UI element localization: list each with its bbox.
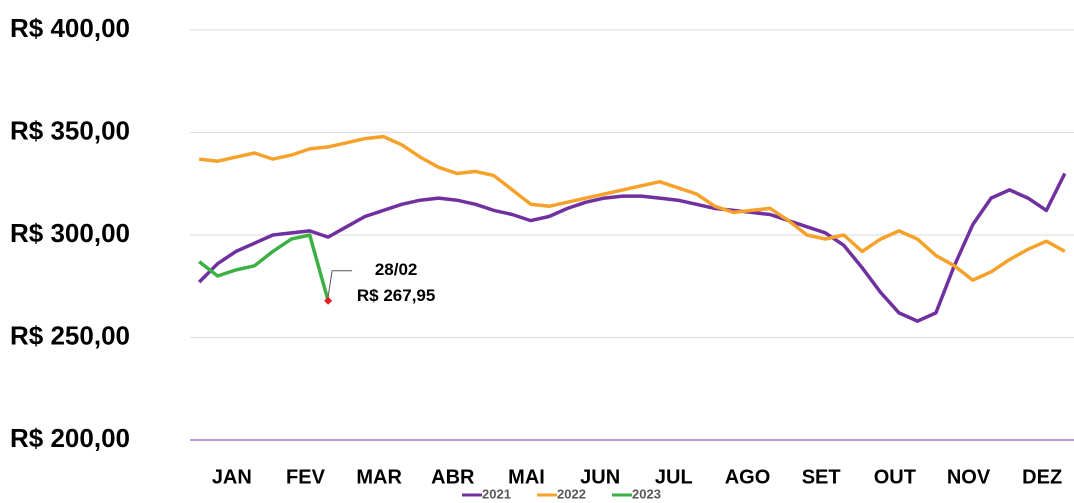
y-tick-label: R$ 350,00 <box>10 115 130 145</box>
y-tick-label: R$ 400,00 <box>10 13 130 43</box>
y-tick-label: R$ 200,00 <box>10 423 130 453</box>
x-tick-label: JAN <box>212 466 252 488</box>
x-tick-label: JUL <box>655 466 693 488</box>
x-tick-label: SET <box>802 466 841 488</box>
legend-label: 2021 <box>482 486 511 501</box>
y-tick-label: R$ 300,00 <box>10 218 130 248</box>
y-tick-label: R$ 250,00 <box>10 320 130 350</box>
series-line <box>197 172 1067 323</box>
series-line <box>198 233 330 302</box>
x-tick-label: JUN <box>580 466 620 488</box>
x-tick-label: FEV <box>286 466 326 488</box>
annotation-date: 28/02 <box>375 260 418 279</box>
legend-label: 2022 <box>557 486 586 501</box>
x-tick-label: NOV <box>947 466 991 488</box>
data-label: R$ 267,95 <box>357 286 435 305</box>
x-tick-label: AGO <box>725 466 771 488</box>
x-tick-label: OUT <box>874 466 916 488</box>
x-tick-label: ABR <box>431 466 475 488</box>
callout-line <box>327 270 353 297</box>
highlight-marker <box>324 296 333 305</box>
x-tick-label: MAI <box>508 466 545 488</box>
legend-label: 2023 <box>632 486 661 501</box>
series-line <box>199 134 1066 282</box>
x-tick-label: DEZ <box>1022 466 1062 488</box>
x-tick-label: MAR <box>356 466 402 488</box>
